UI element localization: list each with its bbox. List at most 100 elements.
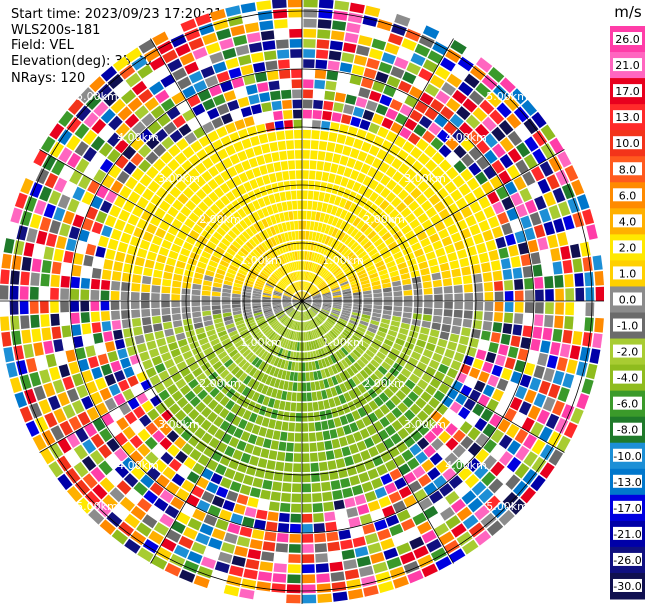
range-gate [48, 442, 64, 459]
range-gate [302, 544, 314, 553]
range-gate [252, 298, 261, 301]
range-gate [312, 295, 321, 299]
range-gate [343, 559, 358, 570]
range-gate [271, 151, 280, 162]
range-gate [509, 498, 526, 515]
range-gate [428, 514, 444, 528]
range-gate [399, 352, 410, 362]
range-gate [305, 362, 309, 372]
range-gate [397, 261, 408, 270]
range-gate [330, 386, 338, 397]
range-gate [154, 128, 168, 142]
range-gate [212, 342, 223, 351]
range-gate [322, 430, 331, 441]
range-gate [468, 162, 482, 176]
range-gate [158, 389, 170, 401]
range-gate [249, 135, 260, 147]
range-gate [227, 230, 238, 240]
range-gate [191, 485, 205, 498]
range-gate [189, 229, 200, 240]
range-gate [353, 160, 364, 171]
range-gate [377, 126, 389, 139]
azimuth-line [301, 149, 565, 302]
range-gate [461, 327, 471, 337]
range-gate [355, 462, 367, 474]
range-gate [374, 519, 388, 531]
range-gate [389, 468, 402, 481]
range-gate [155, 546, 172, 561]
range-gate [345, 342, 354, 351]
range-gate [153, 459, 168, 473]
colorbar-tick-label: -26.0 [613, 554, 641, 567]
range-gate [329, 428, 338, 439]
range-gate [459, 421, 473, 435]
range-gate [141, 400, 154, 413]
range-gate [172, 115, 186, 128]
range-gate [378, 161, 390, 174]
range-gate [350, 116, 362, 128]
range-gate [332, 20, 347, 31]
range-gate [121, 310, 131, 319]
range-gate [311, 274, 317, 283]
range-gate [33, 244, 45, 259]
range-gate [319, 255, 325, 265]
range-gate [524, 199, 538, 214]
range-gate [133, 481, 148, 496]
range-gate [309, 371, 315, 381]
range-gate [130, 152, 144, 167]
colorbar-ticks: 26.021.017.013.010.08.06.04.02.01.00.0-1… [613, 32, 642, 593]
range-gate [421, 372, 433, 384]
range-gate [302, 402, 308, 412]
range-gate [314, 533, 327, 543]
range-gate [342, 42, 357, 54]
range-gate [499, 154, 514, 169]
range-gate [95, 402, 109, 416]
colorbar-tick-label: -2.0 [617, 346, 638, 359]
range-gate [482, 272, 493, 282]
range-gate [29, 286, 39, 300]
range-gate [174, 267, 184, 275]
range-gate [294, 251, 298, 261]
range-gate [203, 514, 218, 527]
range-gate [565, 302, 575, 316]
range-gate [202, 280, 213, 287]
range-gate [242, 474, 254, 486]
range-gate [118, 209, 131, 222]
range-gate [592, 255, 603, 271]
range-gate [336, 82, 349, 93]
range-gate [409, 536, 425, 550]
range-gate [197, 201, 209, 212]
range-gate [136, 371, 148, 383]
range-gate [438, 228, 450, 239]
range-gate [430, 547, 447, 562]
range-gate [316, 390, 323, 401]
range-gate [331, 310, 340, 316]
range-gate [287, 0, 302, 8]
range-gate [353, 54, 368, 66]
range-gate [389, 225, 400, 236]
range-gate [410, 146, 423, 159]
range-gate [318, 0, 334, 9]
range-gate [316, 49, 329, 59]
range-gate [73, 335, 84, 348]
range-gate [66, 432, 81, 448]
range-gate [257, 82, 269, 93]
range-gate [333, 448, 343, 459]
range-gate [80, 277, 91, 289]
range-gate [346, 507, 359, 518]
range-gate [498, 247, 509, 259]
range-gate [476, 156, 490, 170]
range-gate [286, 287, 294, 294]
range-gate [314, 543, 328, 553]
range-gate [216, 380, 227, 391]
range-gate [104, 214, 117, 228]
range-gate [133, 182, 146, 196]
range-gate [396, 373, 408, 384]
range-gate [263, 50, 277, 61]
range-gate [381, 505, 396, 518]
range-gate [306, 271, 310, 281]
range-gate [245, 84, 258, 95]
range-gate [302, 220, 307, 230]
range-gate [335, 351, 343, 360]
range-gate [216, 326, 226, 333]
